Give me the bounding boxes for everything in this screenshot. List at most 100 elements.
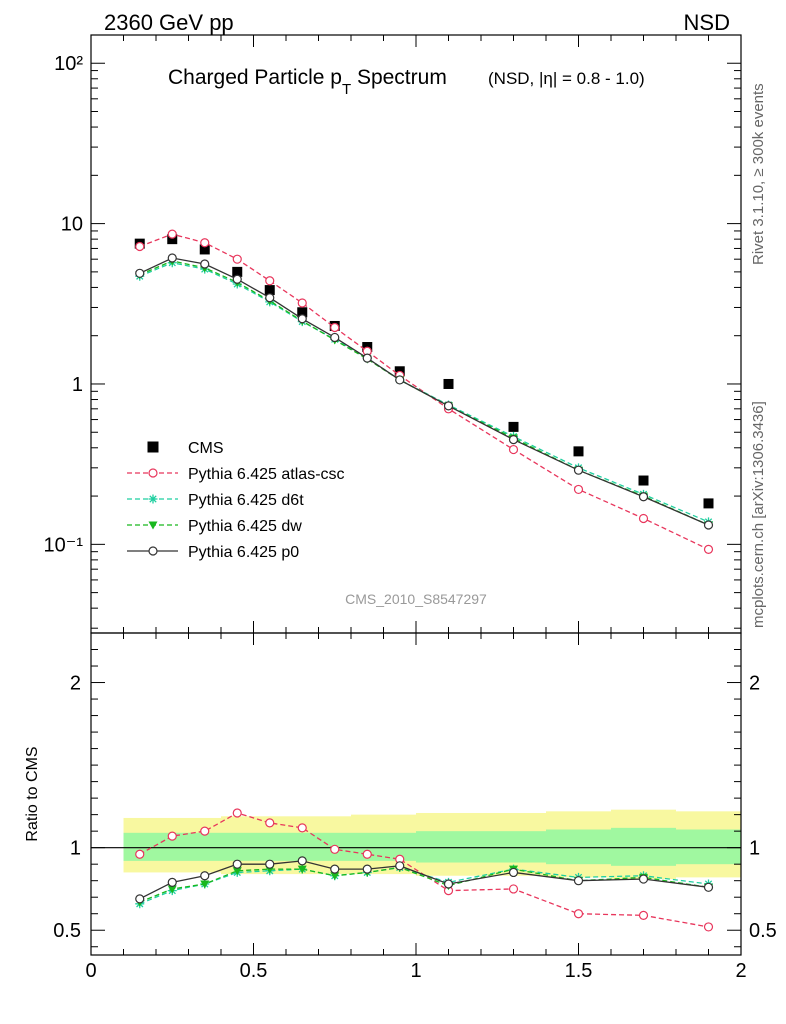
legend-label: Pythia 6.425 d6t (188, 492, 304, 509)
ratio-point-atlas_csc (232, 808, 242, 818)
band-inner (253, 832, 286, 861)
point-p0 (395, 375, 405, 385)
ratio-point-p0 (703, 882, 714, 892)
legend-label: Pythia 6.425 atlas-csc (188, 466, 345, 483)
point-atlas_csc (703, 544, 714, 554)
point-atlas_csc (638, 513, 649, 524)
ratio-point-atlas_csc (200, 826, 210, 836)
ratio-point-p0 (638, 874, 649, 884)
legend-item-d6t: Pythia 6.425 d6t (127, 492, 304, 509)
point-p0 (167, 253, 177, 263)
ratio-ytick-label: 1 (70, 838, 81, 860)
point-CMS (232, 266, 243, 277)
ratio-point-dw (200, 880, 210, 889)
ratio-point-atlas_csc (135, 849, 145, 859)
series-p0 (135, 253, 714, 530)
ratio-point-p0 (265, 859, 275, 869)
top-ytick-label: 1 (72, 374, 83, 396)
band-inner (611, 827, 676, 866)
point-CMS (638, 475, 649, 486)
point-atlas_csc (297, 298, 307, 308)
ratio-xtick-label: 0 (85, 960, 96, 982)
ratio-point-p0 (573, 876, 584, 886)
legend-label: Pythia 6.425 dw (188, 518, 302, 535)
chart-title-main: Charged Particle p (168, 66, 342, 89)
top-ytick-label: 10² (54, 53, 83, 75)
point-CMS (443, 378, 454, 389)
top-ytick-label: 10 (61, 214, 83, 236)
chart-title: Charged Particle pT Spectrum (168, 66, 447, 98)
point-atlas_csc (200, 238, 210, 248)
ratio-xtick-label: 1 (410, 960, 421, 982)
point-p0 (508, 434, 519, 445)
ratio-point-p0 (232, 859, 242, 869)
ratio-ylabel: Ratio to CMS (24, 746, 41, 841)
ratio-line-atlas_csc (139, 812, 709, 928)
point-atlas_csc (232, 254, 242, 264)
ratio-ytick-label: 2 (70, 673, 81, 695)
ratio-frame (90, 632, 742, 956)
legend-marker (148, 521, 158, 530)
ratio-point-atlas_csc (265, 818, 275, 828)
legend-marker (147, 441, 159, 453)
point-CMS (167, 234, 178, 245)
point-p0 (362, 353, 372, 363)
chart-title-extra: (NSD, |η| = 0.8 - 1.0) (488, 69, 645, 88)
legend-label: CMS (188, 440, 224, 457)
ratio-point-atlas_csc (573, 909, 584, 919)
ratio-panel: 0 0.5 1 1.5 20.5 0.51 12 2 Ratio to CMS (24, 632, 777, 982)
ratio-point-atlas_csc (508, 884, 519, 894)
ratio-xtick-label: 2 (735, 960, 746, 982)
ratio-point-atlas_csc (362, 849, 372, 859)
spectrum-axes: 10⁻¹ 1 10 10² (44, 35, 742, 633)
ratio-ytick-label-right: 1 (749, 838, 760, 860)
legend-label: Pythia 6.425 p0 (188, 544, 299, 561)
ratio-xtick-label: 0.5 (240, 960, 268, 982)
legend-marker (148, 546, 158, 556)
point-atlas_csc (573, 484, 584, 495)
point-CMS (703, 498, 714, 509)
ratio-series-p0 (135, 856, 714, 904)
series-line-p0 (139, 257, 709, 526)
point-p0 (135, 268, 145, 278)
ratio-ytick-label-right: 2 (749, 673, 760, 695)
ratio-ytick-label: 0.5 (53, 920, 81, 942)
band-inner (221, 832, 254, 861)
ratio-point-atlas_csc (703, 922, 714, 932)
ratio-point-atlas_csc (167, 831, 177, 841)
ratio-point-p0 (362, 864, 372, 874)
ratio-point-atlas_csc (297, 823, 307, 833)
ratio-axes: 0 0.5 1 1.5 20.5 0.51 12 2 (53, 632, 777, 982)
point-CMS (264, 285, 275, 296)
point-CMS (199, 244, 210, 255)
ratio-line-p0 (139, 860, 709, 900)
ratio-point-p0 (443, 879, 454, 889)
point-atlas_csc (508, 444, 519, 455)
legend-item-dw: Pythia 6.425 dw (127, 518, 302, 535)
ratio-bands (91, 809, 741, 880)
point-atlas_csc (167, 229, 177, 239)
legend: CMS Pythia 6.425 atlas-csc Pythia 6.425 d6… (127, 440, 345, 561)
point-p0 (638, 492, 649, 502)
point-atlas_csc (135, 241, 145, 252)
ratio-point-dw (232, 867, 242, 876)
chart-title-sub: T (342, 81, 351, 98)
ratio-point-dw (297, 865, 307, 874)
band-inner (286, 832, 319, 861)
ratio-point-dw (167, 885, 177, 894)
band-inner (481, 831, 546, 863)
ratio-point-p0 (508, 867, 519, 878)
point-CMS (508, 421, 519, 432)
band-inner (546, 829, 611, 865)
point-CMS (573, 446, 584, 457)
point-p0 (265, 293, 275, 303)
ratio-xtick-label: 1.5 (565, 960, 593, 982)
ratio-point-p0 (200, 871, 210, 881)
rivet-label: Rivet 3.1.10, ≥ 300k events (750, 83, 767, 265)
mcplots-label: mcplots.cern.ch [arXiv:1306.3436] (750, 401, 767, 628)
ratio-point-p0 (167, 877, 177, 887)
ratio-point-atlas_csc (638, 910, 649, 920)
point-CMS (297, 307, 308, 318)
